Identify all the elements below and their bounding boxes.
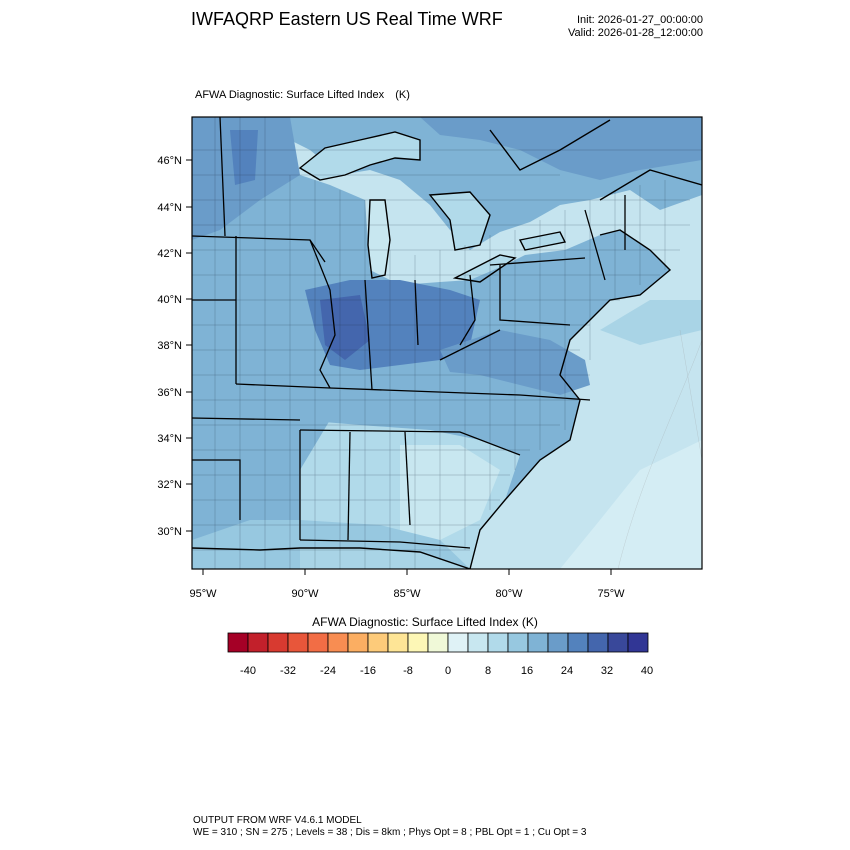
colorbar — [227, 632, 649, 653]
colorbar-swatch — [407, 632, 429, 653]
map-field — [192, 117, 702, 569]
coastlines — [192, 119, 702, 569]
model-info: OUTPUT FROM WRF V4.6.1 MODEL WE = 310 ; … — [193, 815, 586, 839]
colorbar-swatch — [507, 632, 529, 653]
colorbar-swatch — [367, 632, 389, 653]
lat-label: 44°N — [157, 202, 182, 214]
colorbar-swatch — [487, 632, 509, 653]
texas-coast-lighter — [192, 520, 300, 569]
colorbar-tick-label: 24 — [561, 665, 573, 677]
colorbar-swatch — [347, 632, 369, 653]
map-subtitle: AFWA Diagnostic: Surface Lifted Index (K… — [195, 89, 410, 101]
colorbar-tick-label: -40 — [240, 665, 256, 677]
offshore-shading — [560, 440, 702, 569]
colorbar-swatch — [547, 632, 569, 653]
map-field-units: (K) — [395, 89, 410, 101]
lon-label: 80°W — [495, 588, 523, 600]
colorbar-swatch — [527, 632, 549, 653]
colorbar-swatch — [427, 632, 449, 653]
quebec-lighter — [420, 117, 702, 180]
map-frame — [191, 116, 703, 570]
colorbar-swatch — [607, 632, 629, 653]
lat-labels: 46°N 44°N 42°N 40°N 38°N 36°N 34°N 32°N … — [157, 155, 182, 538]
colorbar-swatch — [307, 632, 329, 653]
colorbar-labels: -40 -32 -24 -16 -8 0 8 16 24 32 40 — [240, 665, 653, 677]
colorbar-swatch — [467, 632, 489, 653]
colorbar-title: AFWA Diagnostic: Surface Lifted Index (K… — [312, 615, 538, 629]
southcentral-medium — [192, 370, 330, 540]
colorbar-swatch — [587, 632, 609, 653]
lake-ontario — [520, 232, 565, 250]
colorbar-swatch — [327, 632, 349, 653]
colorbar-swatch — [567, 632, 589, 653]
colorbar-tick-label: 0 — [445, 665, 451, 677]
georgia-light — [400, 445, 500, 540]
lon-label: 85°W — [393, 588, 421, 600]
lon-label: 90°W — [291, 588, 319, 600]
lon-label: 75°W — [597, 588, 625, 600]
lat-label: 30°N — [157, 526, 182, 538]
colorbar-tick-label: -16 — [360, 665, 376, 677]
lat-label: 38°N — [157, 340, 182, 352]
lon-label: 95°W — [189, 588, 217, 600]
colorbar-tick-label: -8 — [403, 665, 413, 677]
colorbar-swatch — [267, 632, 289, 653]
model-config: WE = 310 ; SN = 275 ; Levels = 38 ; Dis … — [193, 827, 587, 838]
colorbar-tick-label: 32 — [601, 665, 613, 677]
colorbar-tick-label: 16 — [521, 665, 533, 677]
lake-superior — [300, 132, 420, 180]
lat-label: 46°N — [157, 155, 182, 167]
init-time: Init: 2026-01-27_00:00:00 — [577, 14, 703, 26]
valid-time: Valid: 2026-01-28_12:00:00 — [568, 27, 703, 39]
county-lines — [192, 117, 702, 569]
lon-labels: 95°W 90°W 85°W 80°W 75°W — [189, 588, 625, 600]
colorbar-swatch — [227, 632, 249, 653]
lat-axis — [186, 159, 192, 532]
lat-label: 34°N — [157, 433, 182, 445]
lat-label: 36°N — [157, 387, 182, 399]
colorbar-swatch — [447, 632, 469, 653]
lon-axis — [202, 569, 612, 575]
lake-huron — [430, 192, 490, 250]
minnesota-strong — [230, 130, 258, 185]
colorbar-tick-label: 40 — [641, 665, 653, 677]
lat-label: 40°N — [157, 294, 182, 306]
lake-michigan — [368, 200, 390, 278]
model-version: OUTPUT FROM WRF V4.6.1 MODEL — [193, 815, 362, 826]
colorbar-tick-label: 8 — [485, 665, 491, 677]
colorbar-swatch — [387, 632, 409, 653]
map-field-name: AFWA Diagnostic: Surface Lifted Index — [195, 89, 385, 101]
colorbar-swatch — [247, 632, 269, 653]
run-times: Init: 2026-01-27_00:00:00 Valid: 2026-01… — [568, 14, 703, 40]
gulf-stream-band — [600, 300, 702, 345]
lat-label: 42°N — [157, 248, 182, 260]
colorbar-swatch — [627, 632, 649, 653]
lat-label: 32°N — [157, 479, 182, 491]
gulf-waters — [300, 548, 470, 569]
graticule — [617, 329, 702, 569]
colorbar-swatch — [287, 632, 309, 653]
colorbar-tick-label: -32 — [280, 665, 296, 677]
plot-title: IWFAQRP Eastern US Real Time WRF — [191, 9, 503, 29]
colorbar-tick-label: -24 — [320, 665, 336, 677]
